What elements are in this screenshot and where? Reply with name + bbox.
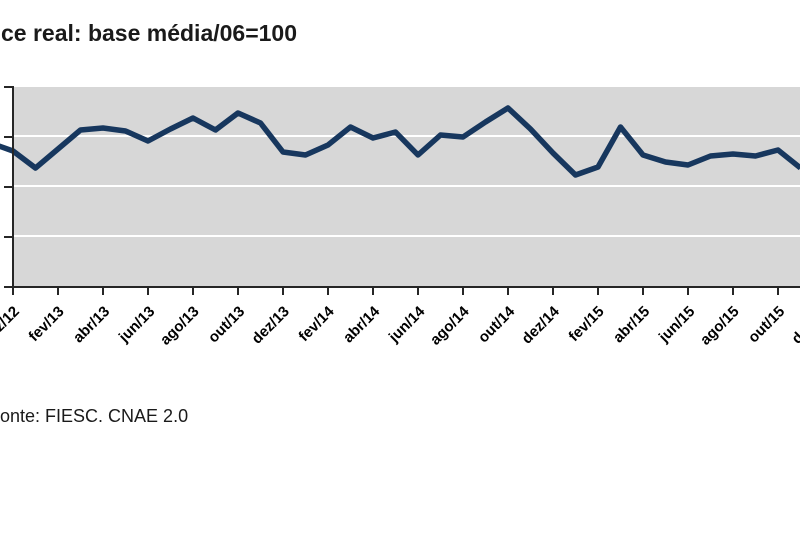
x-axis-label: abr/13 xyxy=(69,303,114,347)
x-axis-tick xyxy=(372,288,374,295)
y-axis-tick xyxy=(4,86,13,88)
x-axis-label: dez/12 xyxy=(0,303,24,348)
gridline xyxy=(13,135,800,137)
x-axis-label: out/13 xyxy=(204,303,249,347)
x-axis-tick xyxy=(732,288,734,295)
x-axis-label: fev/15 xyxy=(565,303,609,346)
x-axis-tick xyxy=(102,288,104,295)
x-axis-label: jun/14 xyxy=(385,303,429,346)
y-axis-tick xyxy=(4,186,13,188)
x-axis-label: out/14 xyxy=(474,303,519,347)
x-axis-tick xyxy=(237,288,239,295)
x-axis-tick xyxy=(597,288,599,295)
x-axis-tick xyxy=(192,288,194,295)
x-axis-label: out/15 xyxy=(744,303,789,347)
x-axis-label: dez/13 xyxy=(248,303,294,348)
x-axis-tick xyxy=(147,288,149,295)
x-axis-label: dez/15 xyxy=(788,303,800,348)
x-axis-label: jun/15 xyxy=(655,303,699,346)
plot-area xyxy=(13,87,800,287)
x-axis xyxy=(4,286,800,288)
chart-title: ce real: base média/06=100 xyxy=(1,20,298,46)
source-note: onte: FIESC. CNAE 2.0 xyxy=(0,406,189,426)
y-axis-tick xyxy=(4,236,13,238)
y-axis-tick xyxy=(4,286,13,288)
x-axis-tick xyxy=(327,288,329,295)
x-axis-label: dez/14 xyxy=(518,303,564,348)
x-axis-label: ago/14 xyxy=(427,303,474,349)
x-axis-tick xyxy=(507,288,509,295)
y-axis xyxy=(12,86,14,292)
x-axis-label: ago/13 xyxy=(157,303,204,349)
x-axis-tick xyxy=(552,288,554,295)
x-axis-tick xyxy=(417,288,419,295)
x-axis-label: fev/14 xyxy=(295,303,339,346)
x-axis-tick xyxy=(777,288,779,295)
x-axis-tick xyxy=(462,288,464,295)
x-axis-label: jun/13 xyxy=(115,303,159,346)
gridline xyxy=(13,235,800,237)
x-axis-label: abr/15 xyxy=(609,303,654,347)
x-axis-tick xyxy=(12,288,14,295)
x-axis-label: ago/15 xyxy=(697,303,744,349)
x-axis-tick xyxy=(282,288,284,295)
x-axis-label: fev/13 xyxy=(25,303,69,346)
gridline xyxy=(13,185,800,187)
x-axis-label: abr/14 xyxy=(339,303,384,347)
y-axis-tick xyxy=(4,136,13,138)
x-axis-tick xyxy=(57,288,59,295)
x-axis-tick xyxy=(642,288,644,295)
x-axis-tick xyxy=(687,288,689,295)
